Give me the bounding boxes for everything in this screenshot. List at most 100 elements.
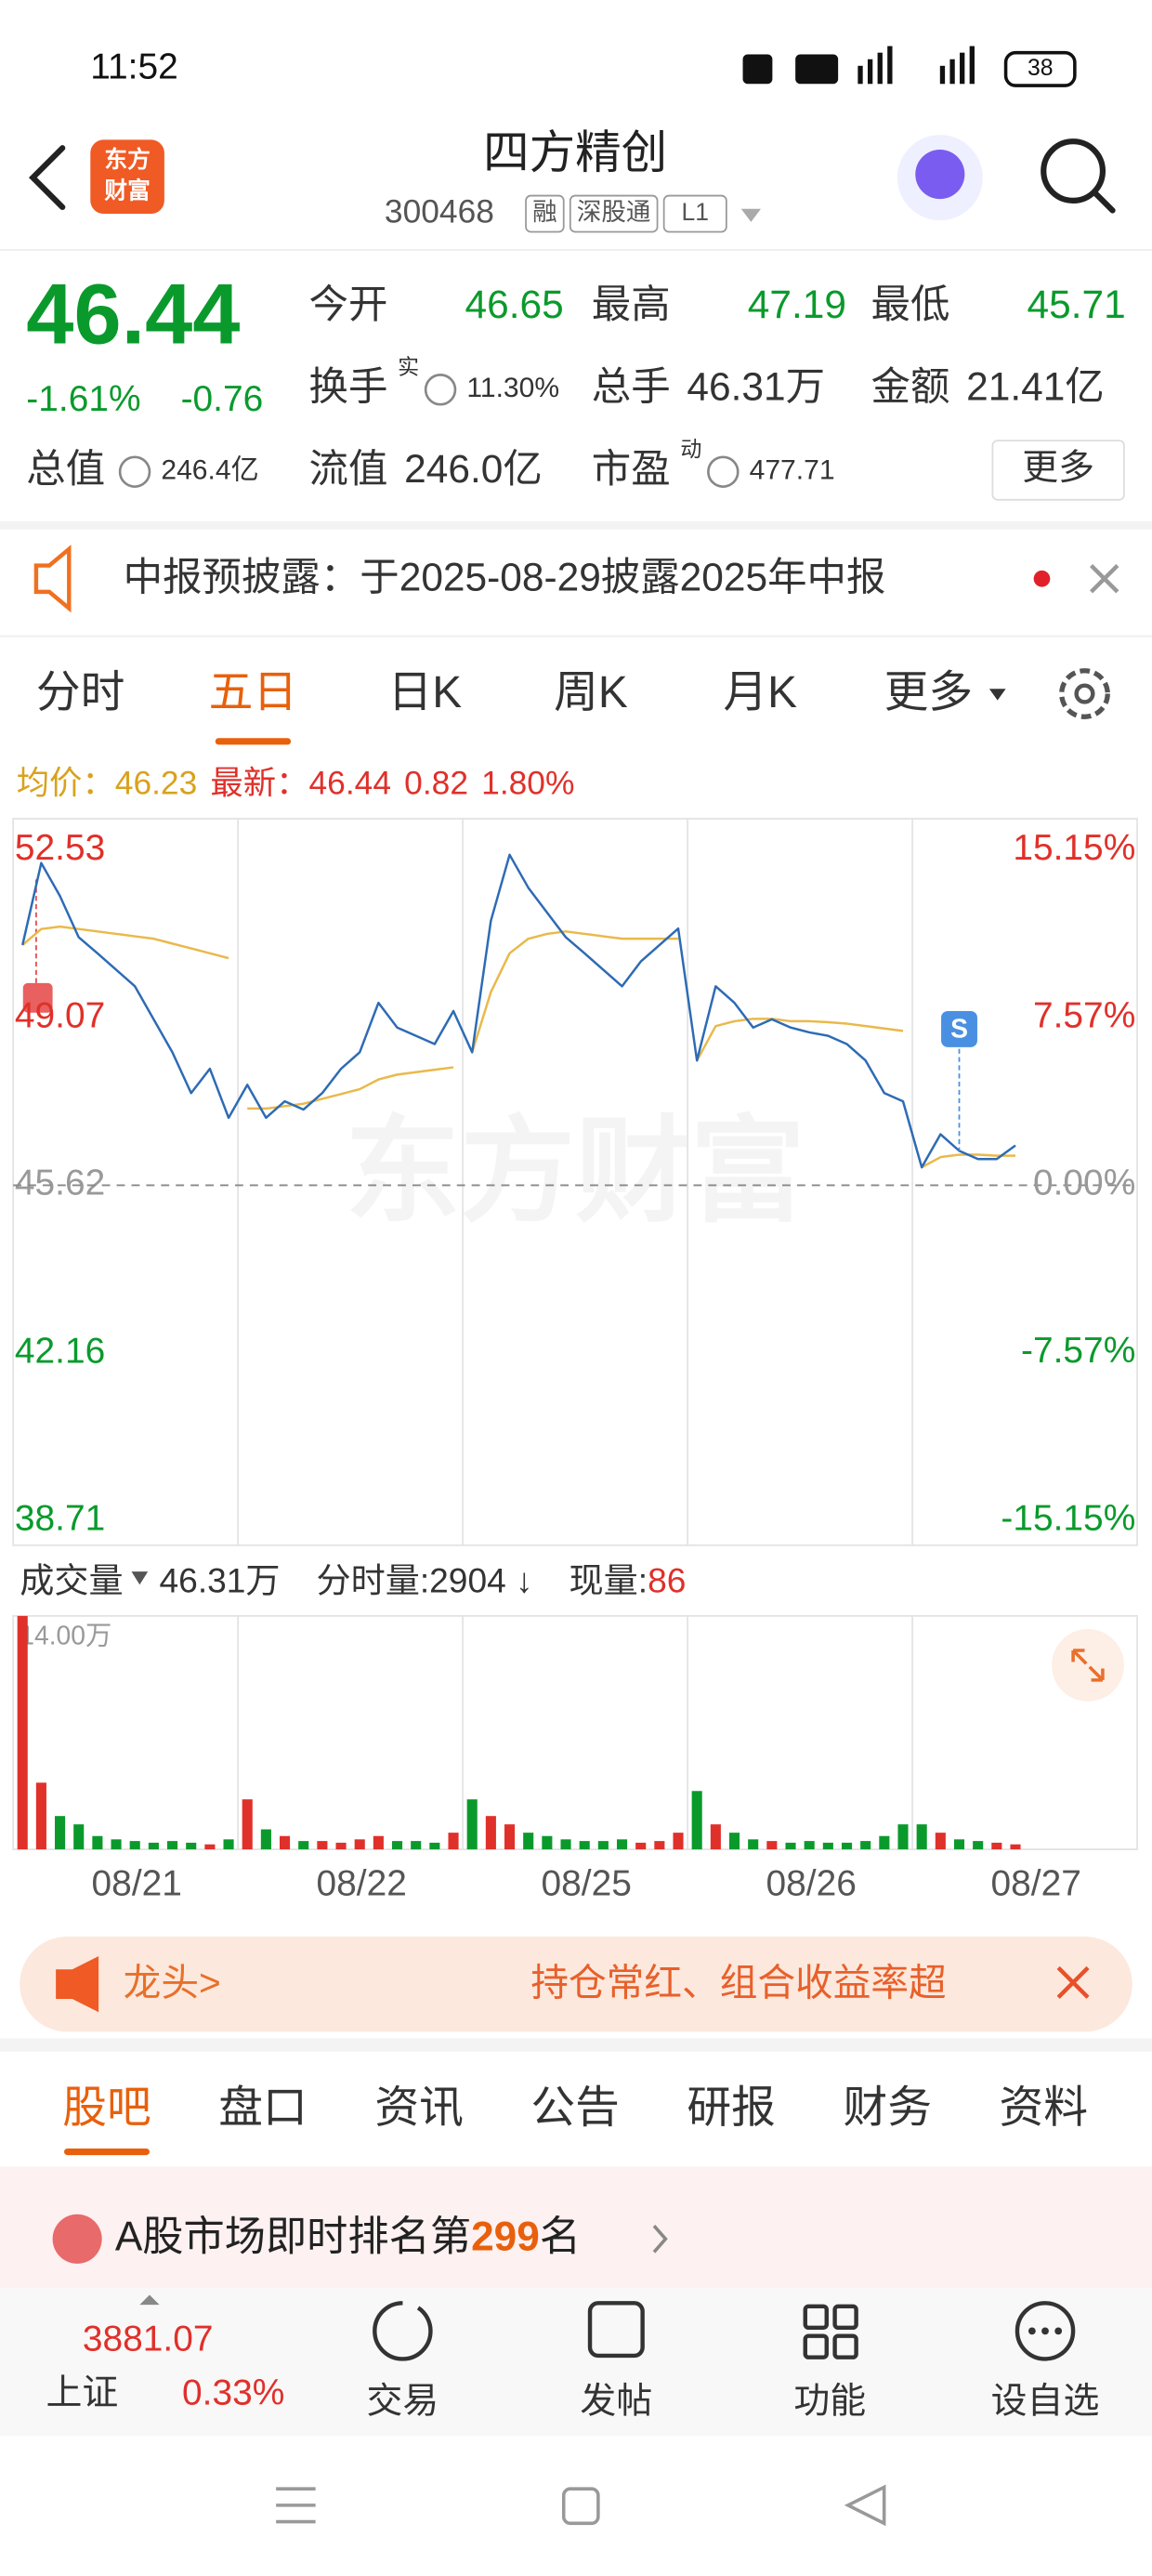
settings-center	[1074, 683, 1095, 704]
toolbar-item[interactable]: 发帖	[580, 2381, 652, 2421]
volume-bar	[204, 1844, 216, 1850]
y-tick-label: 52.53	[15, 828, 105, 868]
volume-bar	[466, 1799, 478, 1850]
content-tab[interactable]: 财务	[843, 2083, 932, 2133]
content-tab[interactable]: 公告	[530, 2083, 620, 2133]
logo-text: 财富	[104, 177, 150, 204]
back-button[interactable]	[29, 145, 66, 211]
toolbar-item[interactable]: 交易	[366, 2381, 439, 2421]
banner-tag: 龙头>	[124, 1962, 221, 2004]
dropdown[interactable]	[740, 208, 762, 222]
volume-bar	[280, 1835, 291, 1850]
nav-home[interactable]	[561, 2487, 600, 2526]
rank-text[interactable]: A股市场即时排名第299名	[115, 2214, 581, 2259]
assistant-face	[915, 150, 965, 200]
rank-arrow[interactable]	[652, 2224, 668, 2254]
function-icon	[803, 2304, 858, 2359]
tag-box	[569, 194, 659, 233]
search-button[interactable]	[1041, 138, 1106, 204]
content-tab[interactable]: 股吧	[62, 2083, 151, 2133]
period-tab[interactable]: 周K	[554, 668, 628, 717]
rank-prefix: A股市场即时排名第	[115, 2214, 471, 2259]
volume-bar	[504, 1824, 516, 1850]
volume-bar	[766, 1841, 778, 1850]
content-tab[interactable]: 研报	[687, 2083, 776, 2133]
period-tab[interactable]: 更多	[884, 668, 973, 717]
volume-bar	[916, 1824, 927, 1850]
volume-bar	[822, 1842, 833, 1850]
volume-bar	[298, 1841, 309, 1850]
volume-bar	[597, 1841, 609, 1850]
field-label: 最低	[871, 283, 950, 326]
legend-item: 1.80%	[481, 766, 574, 802]
rank-suffix: 名	[540, 2214, 581, 2259]
volume-bar	[411, 1841, 422, 1850]
nav-back[interactable]	[844, 2484, 886, 2527]
toolbar-item[interactable]: 功能	[793, 2381, 866, 2421]
logo-text: 东方	[104, 146, 150, 173]
volume-bar	[728, 1833, 740, 1850]
change-pct: -1.61%	[26, 379, 140, 419]
field-label: 金额	[871, 365, 950, 409]
volume-bar	[485, 1816, 496, 1850]
event-marker[interactable]	[941, 1010, 977, 1047]
volume-bar	[579, 1841, 590, 1850]
x-tick-label: 08/22	[317, 1863, 407, 1903]
field-value: 11.30%	[466, 373, 559, 403]
field-sup: 实	[398, 354, 419, 378]
period-tab[interactable]: 分时	[36, 668, 125, 717]
period-tab[interactable]: 日K	[387, 668, 462, 717]
field-value: 46.31万	[687, 365, 825, 409]
event-label: S	[950, 1014, 968, 1044]
y2-tick-label: -15.15%	[1001, 1499, 1135, 1539]
field-value: 45.71	[1027, 283, 1125, 326]
content-tab[interactable]: 资料	[1000, 2083, 1088, 2133]
banner-close[interactable]	[1056, 1965, 1090, 1999]
x-tick-label: 08/21	[92, 1863, 182, 1903]
banner[interactable]	[20, 1936, 1132, 2032]
toolbar-item[interactable]: 设自选	[991, 2381, 1100, 2421]
field-value: 46.65	[465, 283, 564, 326]
volume-dropdown[interactable]	[131, 1571, 149, 1585]
field-label: 总手	[592, 365, 671, 409]
index-name: 上证	[46, 2373, 119, 2413]
volume-bar	[973, 1841, 984, 1850]
app-logo	[90, 139, 164, 215]
y2-tick-label: 0.00%	[1033, 1163, 1135, 1203]
y2-tick-label: -7.57%	[1021, 1331, 1135, 1371]
legend-item: 均价：	[17, 766, 115, 802]
notice-text: 中报预披露：于2025-08-29披露2025年中报	[124, 556, 886, 599]
event-marker[interactable]	[22, 982, 53, 1013]
volume-bar	[785, 1842, 796, 1850]
nav-bar	[0, 2436, 1152, 2576]
close-button[interactable]	[1089, 564, 1119, 594]
banner-icon	[56, 1956, 99, 2013]
post-icon	[587, 2301, 645, 2359]
volume-bar	[691, 1791, 702, 1850]
more-button[interactable]	[991, 440, 1125, 501]
volume-bar	[186, 1842, 197, 1850]
rank-number: 299	[471, 2214, 540, 2259]
stock-name: 四方精创	[483, 127, 667, 178]
period-tab[interactable]: 五日	[209, 668, 298, 717]
content-tab[interactable]: 盘口	[218, 2083, 308, 2133]
field-label: 最高	[592, 283, 671, 326]
status-time: 11:52	[90, 47, 177, 87]
watermark: 东方财富	[345, 1108, 805, 1236]
volume-bar	[879, 1835, 890, 1850]
volume-bar	[523, 1833, 534, 1850]
volume-bar	[335, 1842, 347, 1850]
expand-button[interactable]	[1052, 1629, 1124, 1702]
content-tab[interactable]: 资讯	[374, 2083, 464, 2133]
volume-bar	[354, 1839, 365, 1850]
field-value: 477.71	[750, 455, 835, 486]
period-tab[interactable]: 月K	[723, 668, 797, 717]
nav-menu[interactable]	[276, 2487, 316, 2524]
tab-underline	[63, 2149, 150, 2156]
last-price: 46.44	[26, 267, 240, 361]
tag: 融	[532, 198, 557, 226]
divider	[0, 520, 1152, 530]
volume-bar	[542, 1835, 553, 1850]
